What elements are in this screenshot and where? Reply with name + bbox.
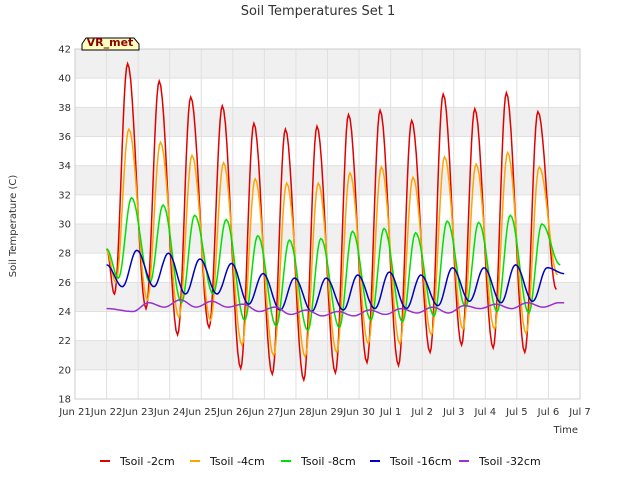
x-tick-label: Jun 23: [121, 407, 154, 418]
x-tick-label: Jul 7: [568, 407, 591, 418]
y-tick-label: 40: [58, 74, 71, 85]
series-lines: [106, 61, 565, 383]
x-tick-label: Jul 1: [379, 407, 402, 418]
x-tick-label: Jul 4: [474, 407, 497, 418]
y-tick-label: 42: [58, 45, 71, 56]
badge-label: VR_met: [87, 36, 134, 49]
chart-title: Soil Temperatures Set 1: [241, 4, 396, 19]
y-tick-label: 18: [58, 395, 71, 406]
x-axis-title: Time: [553, 425, 578, 436]
x-tick-label: Jun 26: [216, 407, 249, 418]
legend-label: Tsoil -16cm: [389, 455, 452, 468]
x-tick-label: Jun 25: [184, 407, 217, 418]
x-tick-label: Jul 3: [442, 407, 465, 418]
x-tick-label: Jun 28: [279, 407, 312, 418]
y-tick-label: 38: [58, 103, 71, 114]
y-tick-label: 34: [58, 161, 71, 172]
legend-item: Tsoil -4cm: [190, 455, 265, 468]
x-tick-label: Jun 30: [342, 407, 375, 418]
x-tick-label: Jul 2: [410, 407, 433, 418]
y-tick-label: 36: [58, 132, 71, 143]
x-tick-label: Jun 22: [90, 407, 123, 418]
x-tick-label: Jul 5: [505, 407, 528, 418]
legend-label: Tsoil -4cm: [209, 455, 265, 468]
y-tick-label: 32: [58, 190, 71, 201]
legend-item: Tsoil -8cm: [281, 455, 356, 468]
y-axis-title: Soil Temperature (C): [8, 175, 19, 278]
legend-label: Tsoil -8cm: [300, 455, 356, 468]
y-tick-label: 28: [58, 249, 71, 260]
legend-item: Tsoil -16cm: [370, 455, 452, 468]
grid-lines: [74, 48, 581, 400]
x-axis-ticks: Jun 21 Jun 22 Jun 23 Jun 24 Jun 25 Jun 26 Jun …: [58, 407, 591, 418]
legend-item: Tsoil -32cm: [459, 455, 541, 468]
series-line-tsoil-32cm: [106, 299, 565, 317]
y-tick-label: 24: [58, 307, 71, 318]
legend-label: Tsoil -32cm: [478, 455, 541, 468]
legend-label: Tsoil -2cm: [119, 455, 175, 468]
x-tick-label: Jul 6: [537, 407, 560, 418]
vr-met-badge: VR_met: [81, 36, 140, 51]
x-tick-label: Jun 29: [311, 407, 344, 418]
legend-item: Tsoil -2cm: [100, 455, 175, 468]
y-tick-label: 30: [58, 220, 71, 231]
y-tick-label: 26: [58, 278, 71, 289]
x-tick-label: Jun 24: [153, 407, 186, 418]
y-tick-label: 20: [58, 365, 71, 376]
x-tick-label: Jun 21: [58, 407, 91, 418]
legend: Tsoil -2cm Tsoil -4cm Tsoil -8cm Tsoil -16c…: [100, 455, 541, 468]
x-tick-label: Jun 27: [248, 407, 281, 418]
plot-frame: [74, 48, 581, 400]
y-tick-label: 22: [58, 336, 71, 347]
y-axis-ticks: 18 20 22 24 26 28 30 32 34 36 38 40 42: [58, 45, 71, 406]
series-line-tsoil-16cm: [106, 249, 565, 313]
